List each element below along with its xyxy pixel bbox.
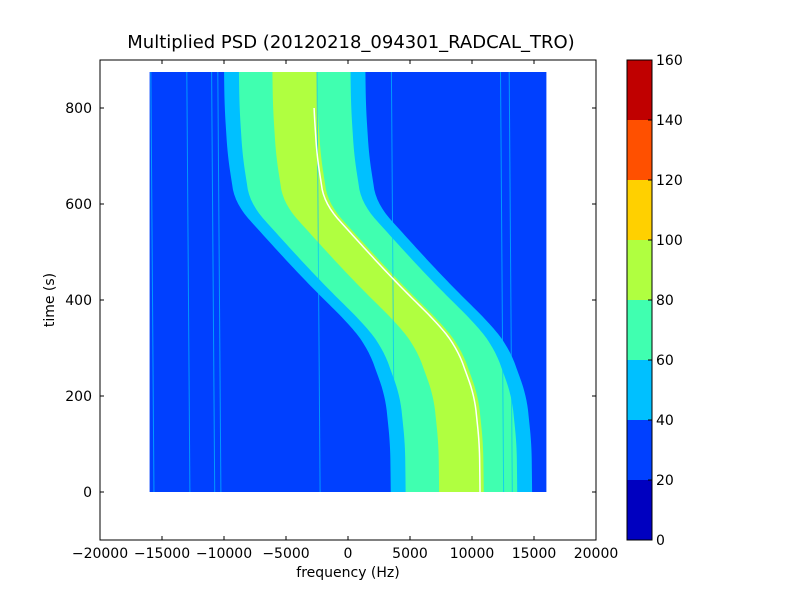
- x-tick-label: −10000: [196, 546, 252, 562]
- x-tick-label: −15000: [134, 546, 190, 562]
- x-axis-label: frequency (Hz): [296, 565, 399, 581]
- colorbar-tick-label: 80: [656, 293, 674, 309]
- faint-line: [390, 71, 395, 493]
- faint-line: [211, 71, 216, 493]
- faint-line: [500, 71, 505, 493]
- colorbar-tick-label: 20: [656, 473, 674, 489]
- band-level-80-100: [272, 72, 484, 492]
- x-tick-label: 10000: [450, 546, 495, 562]
- x-tick-label: 5000: [392, 546, 428, 562]
- faint-line: [217, 71, 222, 493]
- colorbar-tick-label: 100: [656, 233, 683, 249]
- y-axis-label: time (s): [42, 273, 58, 327]
- colorbar-tick-label: 0: [656, 533, 665, 549]
- colorbar-segment: [627, 300, 652, 360]
- x-tick-label: 20000: [574, 546, 619, 562]
- colorbar-segment: [627, 480, 652, 540]
- x-tick-label: 0: [344, 546, 353, 562]
- axis-ticks: −20000 −15000 −10000 −5000 0 5000 10000 15000 20…: [65, 60, 618, 562]
- colorbar-tick-label: 40: [656, 413, 674, 429]
- colorbar-tick-label: 140: [656, 113, 683, 129]
- colorbar-segment: [627, 240, 652, 300]
- faint-line: [150, 71, 155, 493]
- colorbar-tick-label: 160: [656, 53, 683, 69]
- colorbar-segment: [627, 420, 652, 480]
- colorbar: 0 20 40 60 80 100 120 140 160: [626, 53, 683, 549]
- plot-area: [149, 71, 547, 493]
- colorbar-segment: [627, 180, 652, 240]
- doppler-track-line: [313, 107, 481, 493]
- y-tick-label: 600: [65, 197, 92, 213]
- y-tick-label: 200: [65, 389, 92, 405]
- x-tick-label: −5000: [262, 546, 309, 562]
- x-tick-label: −20000: [72, 546, 128, 562]
- y-tick-label: 800: [65, 101, 92, 117]
- colorbar-tick-label: 60: [656, 353, 674, 369]
- faint-line: [316, 71, 321, 493]
- faint-line: [186, 71, 191, 493]
- y-tick-label: 0: [83, 485, 92, 501]
- y-tick-label: 400: [65, 293, 92, 309]
- colorbar-segment: [627, 360, 652, 420]
- x-tick-label: 15000: [512, 546, 557, 562]
- colorbar-tick-label: 120: [656, 173, 683, 189]
- colorbar-segment: [627, 120, 652, 180]
- colorbar-segment: [627, 60, 652, 120]
- faint-line: [508, 71, 513, 493]
- chart-title: Multiplied PSD (20120218_094301_RADCAL_T…: [127, 32, 574, 53]
